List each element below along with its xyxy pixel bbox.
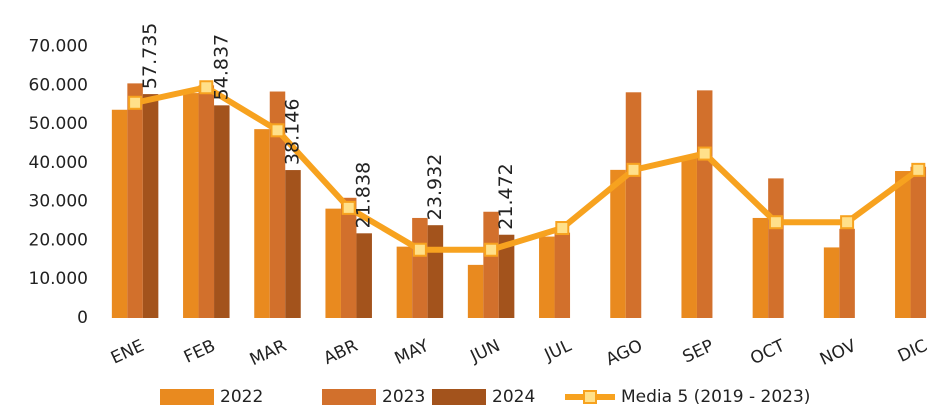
bar bbox=[467, 264, 484, 318]
bar bbox=[254, 129, 270, 318]
marker bbox=[341, 200, 356, 215]
data-label: 54.837 bbox=[210, 34, 232, 100]
bar bbox=[412, 217, 428, 318]
legend-marker bbox=[583, 390, 597, 404]
bar bbox=[554, 232, 571, 318]
marker bbox=[697, 146, 712, 161]
marker bbox=[128, 95, 143, 110]
bar bbox=[625, 92, 642, 318]
bar bbox=[427, 225, 444, 318]
bar bbox=[823, 247, 840, 318]
x-tick-label: AGO bbox=[603, 336, 646, 370]
legend-label: 2022 bbox=[220, 387, 263, 407]
legend-swatch bbox=[432, 389, 486, 405]
x-tick-label: ENE bbox=[108, 336, 147, 369]
bar bbox=[142, 94, 159, 318]
legend-label: 2023 bbox=[382, 387, 425, 407]
x-tick-label: MAR bbox=[247, 336, 290, 370]
marker bbox=[626, 162, 641, 177]
marker bbox=[270, 123, 285, 138]
bar bbox=[356, 233, 372, 318]
bar bbox=[269, 91, 286, 319]
marker bbox=[484, 242, 499, 257]
bar bbox=[839, 228, 855, 318]
bar bbox=[752, 217, 769, 318]
bar bbox=[340, 197, 357, 318]
bar bbox=[325, 208, 341, 318]
x-tick-label: NOV bbox=[817, 336, 860, 370]
x-tick-label: OCT bbox=[747, 336, 788, 369]
legend-swatch bbox=[160, 389, 214, 405]
bar bbox=[498, 234, 515, 318]
y-tick-label: 70.000 bbox=[29, 37, 88, 57]
x-tick-label: JUL bbox=[541, 336, 575, 366]
y-tick-label: 10.000 bbox=[29, 269, 88, 289]
marker bbox=[911, 162, 926, 177]
y-tick-label: 60.000 bbox=[29, 75, 88, 95]
bar bbox=[396, 246, 413, 318]
marker bbox=[768, 215, 783, 230]
x-tick-label: JUN bbox=[467, 336, 504, 367]
bar bbox=[768, 178, 784, 318]
bar bbox=[610, 169, 626, 318]
bar bbox=[681, 156, 697, 318]
bar bbox=[214, 105, 230, 318]
legend-label: 2024 bbox=[492, 387, 535, 407]
bar bbox=[539, 236, 555, 318]
data-label: 21.838 bbox=[353, 162, 375, 228]
bar bbox=[183, 93, 199, 318]
bar bbox=[111, 109, 128, 318]
y-tick-label: 0 bbox=[77, 308, 88, 328]
x-tick-label: ABR bbox=[321, 336, 361, 369]
x-tick-label: DIC bbox=[895, 336, 931, 367]
marker bbox=[199, 80, 214, 95]
marker bbox=[555, 221, 570, 236]
y-tick-label: 40.000 bbox=[29, 153, 88, 173]
bar bbox=[910, 166, 927, 318]
y-tick-label: 20.000 bbox=[29, 230, 88, 250]
bar bbox=[285, 170, 301, 318]
marker bbox=[412, 242, 427, 257]
data-label: 38.146 bbox=[282, 99, 304, 165]
legend-swatch bbox=[322, 389, 376, 405]
x-tick-label: FEB bbox=[181, 336, 219, 368]
data-label: 23.932 bbox=[424, 154, 446, 220]
bar bbox=[127, 83, 143, 318]
bar bbox=[895, 171, 911, 318]
data-label: 57.735 bbox=[139, 23, 161, 89]
y-tick-label: 50.000 bbox=[29, 114, 88, 134]
data-label: 21.472 bbox=[495, 163, 517, 229]
line bbox=[134, 84, 921, 253]
y-tick-label: 30.000 bbox=[29, 192, 88, 212]
x-tick-label: MAY bbox=[392, 336, 433, 369]
bar bbox=[483, 211, 499, 318]
bar bbox=[696, 90, 713, 318]
bar bbox=[198, 85, 215, 318]
marker bbox=[840, 215, 855, 230]
x-tick-label: SEP bbox=[680, 336, 717, 368]
legend-label: Media 5 (2019 - 2023) bbox=[621, 387, 810, 407]
